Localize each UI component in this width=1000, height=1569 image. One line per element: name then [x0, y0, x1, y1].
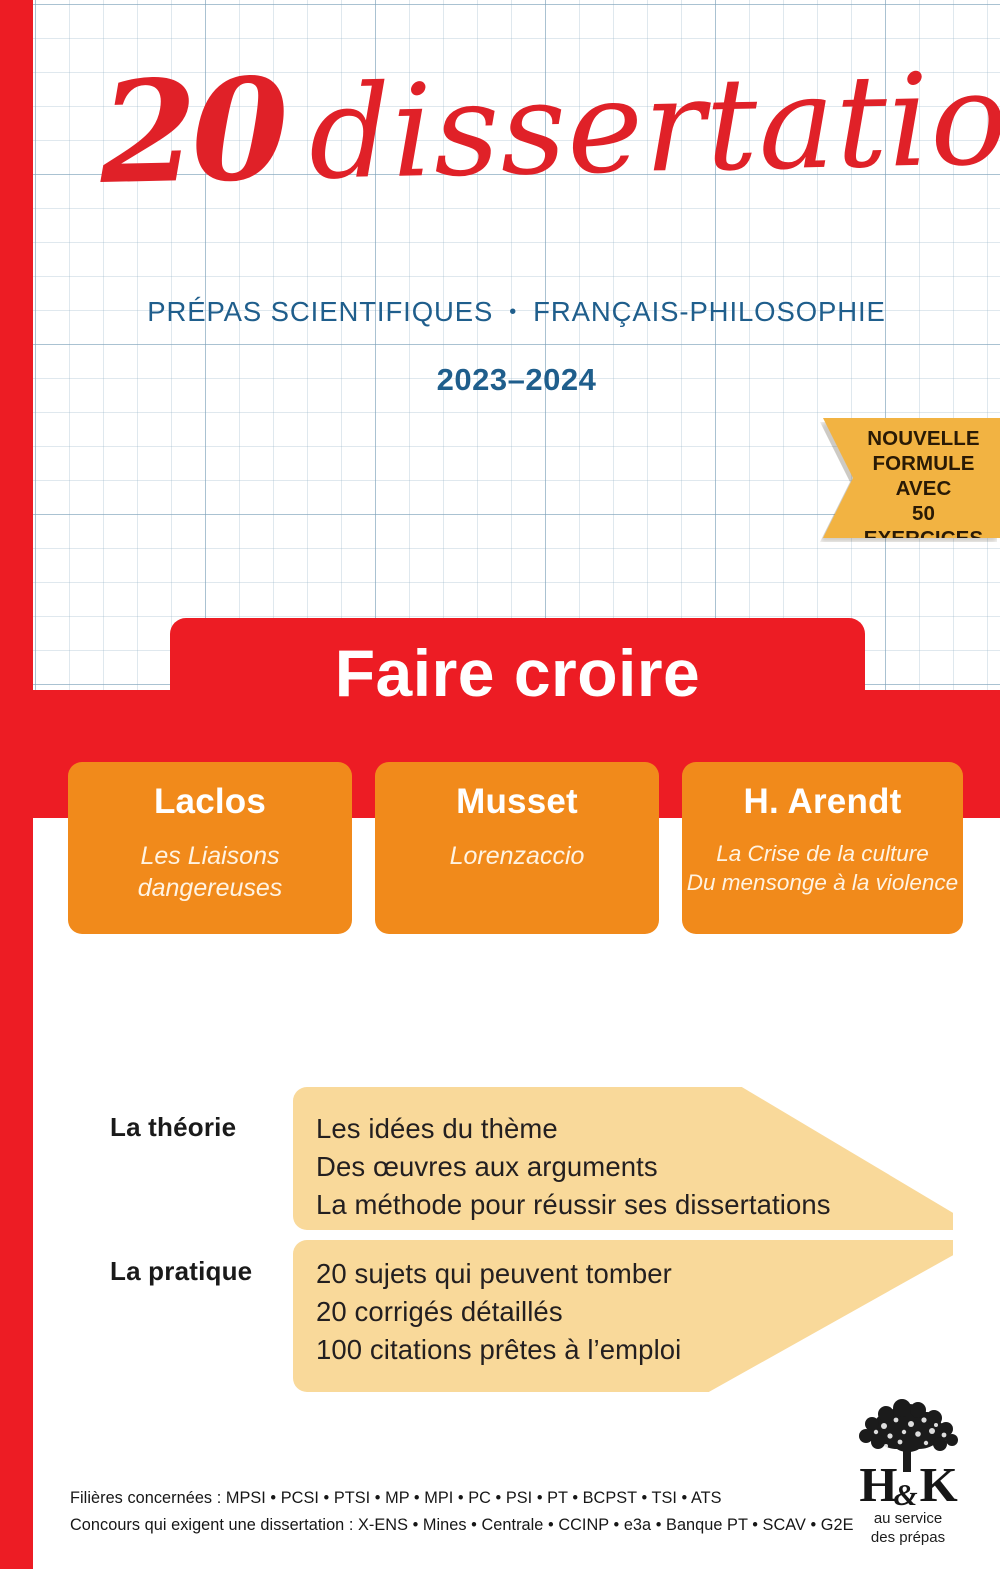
- theory-label: La théorie: [110, 1112, 237, 1142]
- theme-box: [170, 618, 865, 728]
- grid-paper-background: [33, 0, 1000, 690]
- subtitle-left: PRÉPAS SCIENTIFIQUES: [147, 296, 494, 327]
- work-card: H. Arendt La Crise de la culture Du mens…: [682, 762, 963, 934]
- subtitle: PRÉPAS SCIENTIFIQUES • FRANÇAIS-PHILOSOPHI…: [33, 296, 1000, 328]
- footer-exams: Concours qui exigent une dissertation : …: [70, 1516, 854, 1534]
- logo-letter-h: H: [859, 1457, 897, 1512]
- work-card: Musset Lorenzaccio: [375, 762, 659, 934]
- subtitle-right: FRANÇAIS-PHILOSOPHIE: [533, 296, 886, 327]
- title-word: dissertations: [307, 41, 1000, 209]
- ribbon-line-3: AVEC: [895, 477, 952, 500]
- practice-label: La pratique: [110, 1256, 253, 1286]
- tagline-line-1: au service: [873, 1510, 943, 1528]
- logo-ampersand: &: [893, 1477, 917, 1512]
- work-titles: Lorenzaccio: [449, 842, 585, 871]
- title-number: 20: [98, 48, 285, 216]
- work-card: Laclos Les Liaisons dangereuses: [68, 762, 352, 934]
- ribbon-line-1: NOUVELLE: [867, 427, 980, 450]
- publisher-wordmark: H&K: [848, 1460, 968, 1510]
- subtitle-separator-dot: •: [509, 301, 518, 323]
- work-author: Musset: [456, 782, 578, 821]
- ribbon-line-2: FORMULE: [872, 452, 975, 475]
- tree-icon: [859, 1399, 958, 1472]
- logo-letter-k: K: [919, 1457, 958, 1512]
- practice-items: 20 sujets qui peuvent tomber 20 corrigés…: [316, 1258, 682, 1366]
- cover-title: 20 dissertations: [98, 35, 1000, 216]
- publisher-logo: H&K au service des prépas: [848, 1398, 968, 1547]
- theory-items: Les idées du thème Des œuvres aux argume…: [316, 1113, 831, 1221]
- footer-streams: Filières concernées : MPSI • PCSI • PTSI…: [70, 1489, 722, 1507]
- work-titles: Les Liaisons dangereuses: [137, 842, 283, 903]
- work-titles: La Crise de la culture Du mensonge à la …: [686, 841, 959, 896]
- publisher-tagline: au service des prépas: [848, 1510, 968, 1547]
- work-author: H. Arendt: [743, 782, 902, 821]
- theme-title: Faire croire: [334, 636, 701, 710]
- tagline-line-2: des prépas: [870, 1528, 946, 1546]
- ribbon-line-4: 50 EXERCICES: [864, 502, 983, 538]
- year-range: 2023–2024: [436, 362, 597, 397]
- work-author: Laclos: [153, 782, 267, 821]
